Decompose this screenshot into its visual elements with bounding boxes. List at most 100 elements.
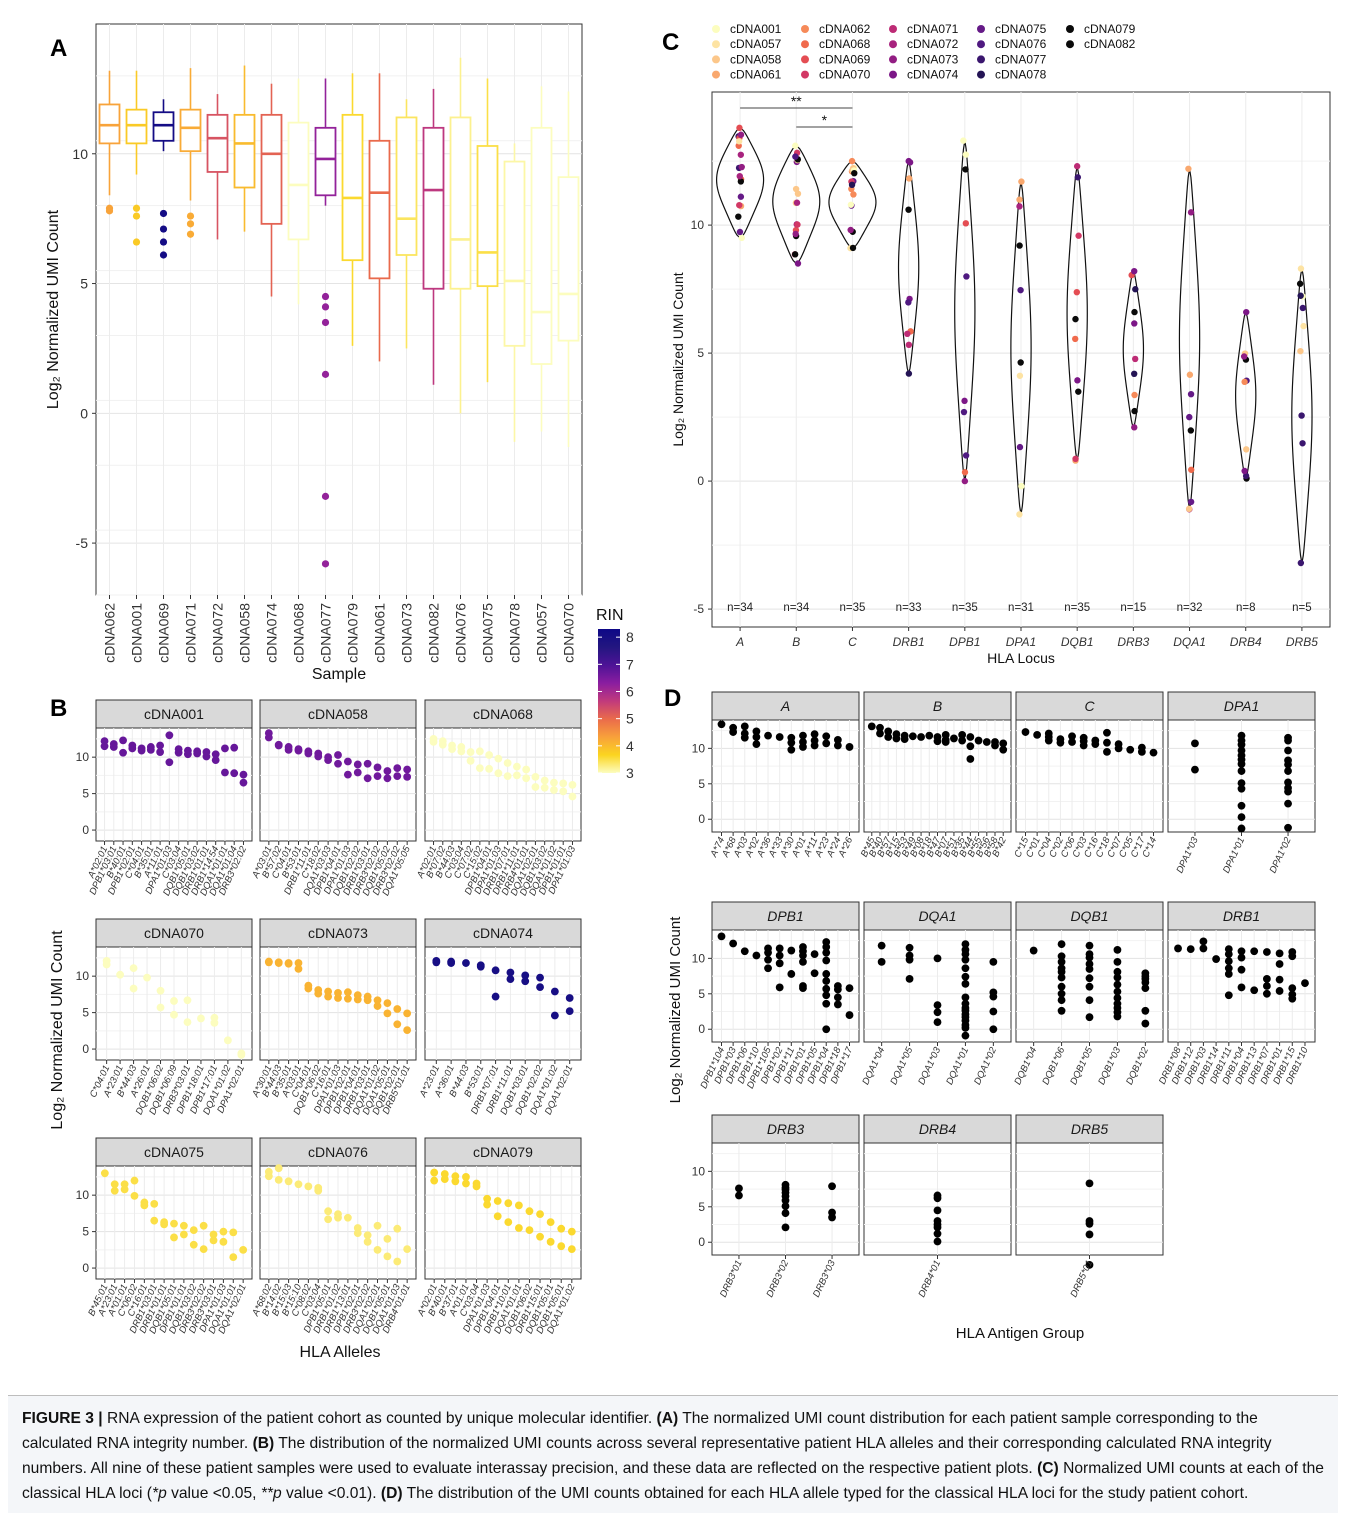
panel-d-facet-dqb1-point <box>1141 978 1150 987</box>
panel-b-facet-cdna068-point <box>568 780 577 789</box>
panel-b-facet-cdna068-point <box>522 774 531 783</box>
panel-d-facet-drb1-point <box>1288 952 1297 961</box>
panel-d-facet-dqa1-point <box>961 950 970 959</box>
panel-d-facet-drb1-point <box>1237 953 1246 962</box>
panel-b-facet-cdna074-strip <box>424 918 582 948</box>
panel-a-outlier <box>159 209 168 218</box>
panel-d-facet-dqb1-point <box>1057 982 1066 991</box>
caption-d-label: (D) <box>380 1485 403 1502</box>
panel-d-facet-drb3-point <box>781 1202 790 1210</box>
panel-a-outlier <box>321 318 330 327</box>
panel-b-facet-cdna058-point <box>393 772 402 781</box>
panel-d-facet-dpa1-point <box>1237 801 1246 810</box>
panel-d-facet-dqa1-strip <box>863 901 1012 931</box>
panel-b-facet-cdna070-point <box>156 986 165 995</box>
panel-b-facet-cdna058-point <box>343 770 352 779</box>
panel-b-facet-cdna075-point <box>219 1227 228 1236</box>
panel-b-facet-cdna070-y-tick-label: 10 <box>76 969 90 983</box>
panel-b-facet-cdna074-point <box>521 971 530 980</box>
panel-a-legend-title: RIN <box>596 607 624 624</box>
panel-b-facet-cdna058-point <box>264 733 273 742</box>
panel-d-facet-drb1-point <box>1288 984 1297 993</box>
panel-b-facet-cdna076-strip-title: cDNA076 <box>308 1144 368 1160</box>
panel-d-facet-dqa1-point <box>961 993 970 1002</box>
panel-c-legend-swatch-cdna072 <box>889 40 897 49</box>
panel-a-legend-tick-label: 3 <box>626 765 634 781</box>
panel-b-facet-cdna075-strip <box>95 1137 253 1167</box>
panel-a-outlier <box>132 212 141 220</box>
panel-c-point <box>794 260 802 267</box>
panel-a-plot-frame <box>95 23 583 596</box>
caption-c-label: (C) <box>1037 1460 1059 1477</box>
panel-c-point <box>1188 466 1195 473</box>
panel-b-facet-cdna079-panel-frame <box>424 1165 582 1280</box>
panel-b-facet-cdna079-point <box>430 1168 439 1177</box>
panel-b-facet-cdna058-point <box>334 759 342 768</box>
panel-b-facet-cdna068-point <box>448 745 456 754</box>
panel-b-facet-cdna076-point <box>314 1186 323 1195</box>
panel-d-facet-dpa1-point <box>1284 746 1292 755</box>
panel-d-facet-a-point <box>740 733 749 742</box>
panel-d-facet-c-point <box>1079 741 1088 750</box>
panel-d-facet-c-point <box>1126 745 1135 754</box>
panel-d-facet-drb1-point <box>1250 986 1259 995</box>
panel-c-point <box>960 408 968 416</box>
panel-d-facet-dpa1-point <box>1284 778 1292 787</box>
panel-d-facet-a-strip-title: A <box>780 698 790 714</box>
panel-d-facet-drb5-strip-title: DRB5 <box>1071 1121 1109 1137</box>
panel-c-point <box>961 397 968 405</box>
panel-b-facet-cdna068-point <box>522 765 531 774</box>
panel-d-facet-dqa1-point <box>905 943 914 952</box>
panel-d-facet-a-point <box>833 735 842 744</box>
panel-a-legend-tick-label: 6 <box>626 683 634 699</box>
panel-b-facet-cdna068-point <box>503 772 512 781</box>
panel-b-facet-cdna075-point <box>189 1226 198 1235</box>
panel-b-facet-cdna068-point <box>475 747 484 756</box>
panel-d-facet-a-point <box>822 739 831 748</box>
panel-d-facet-drb1-point <box>1199 944 1208 953</box>
panel-a-x-tick-label: cDNA077 <box>318 603 334 663</box>
panel-a-y-tick-label: 0 <box>80 405 88 421</box>
panel-b-facet-cdna058-point <box>383 767 392 775</box>
panel-d-facet-dpa1-x-tick-label: DPA1*02 <box>1268 835 1294 875</box>
panel-d-facet-dpb1-point <box>775 951 784 960</box>
panel-c-point <box>1075 388 1082 395</box>
panel-c-legend-swatch-cdna069 <box>801 55 809 64</box>
panel-b-facet-cdna079-point <box>493 1212 502 1221</box>
panel-c-x-tick-label: DRB3 <box>1117 635 1149 649</box>
panel-b-facet-cdna079-point <box>525 1226 534 1235</box>
panel-b-facet-cdna070-point <box>183 996 192 1005</box>
panel-c-point <box>1186 413 1193 421</box>
panel-c-point <box>1016 372 1024 379</box>
panel-b-facet-cdna073-point <box>274 959 283 967</box>
panel-d-facet-dqb1-point <box>1085 982 1094 991</box>
panel-d-facet-c-point <box>1137 747 1146 756</box>
panel-c-point <box>736 124 743 132</box>
panel-d-facet-c-point <box>1033 730 1042 739</box>
panel-c-legend-swatch-cdna082 <box>1066 40 1074 49</box>
panel-d-facet-b-point <box>867 722 876 731</box>
panel-d-facet-dpa1-x-tick-label: DPA1*03 <box>1174 835 1200 875</box>
panel-d-facet-dqa1-point <box>961 1023 970 1032</box>
panel-d-facet-dqb1-x-tick-label: DQB1*04 <box>1012 1046 1039 1087</box>
panel-a-legend-colorbar <box>598 629 620 773</box>
panel-c-y-axis-label: Log₂ Normalized UMI Count <box>670 272 686 446</box>
panel-d-facet-dqb1-point <box>1057 952 1066 961</box>
panel-d-facet-drb4-point <box>933 1223 942 1232</box>
panel-c-point <box>961 477 969 485</box>
panel-d-facet-b-point <box>908 732 917 741</box>
panel-a-x-tick-label: cDNA061 <box>372 603 388 663</box>
panel-d-facet-dpb1-point <box>775 983 784 992</box>
panel-b-facet-cdna076-point <box>383 1252 392 1261</box>
panel-d-facet-b-point <box>917 733 925 741</box>
panel-b-facet-cdna058-point <box>314 752 323 761</box>
panel-c-point <box>961 469 969 476</box>
panel-a-x-axis-label: Sample <box>312 666 366 683</box>
caption-a-text: The normalized UMI count distribution fo… <box>22 1410 1258 1452</box>
panel-c-point <box>1297 347 1304 355</box>
panel-d-facet-dqb1-point <box>1085 974 1094 983</box>
panel-d-facet-dpa1-point <box>1284 823 1292 832</box>
panel-b-facet-cdna058-point <box>343 757 352 766</box>
panel-d-facet-dpa1-point <box>1237 824 1246 833</box>
